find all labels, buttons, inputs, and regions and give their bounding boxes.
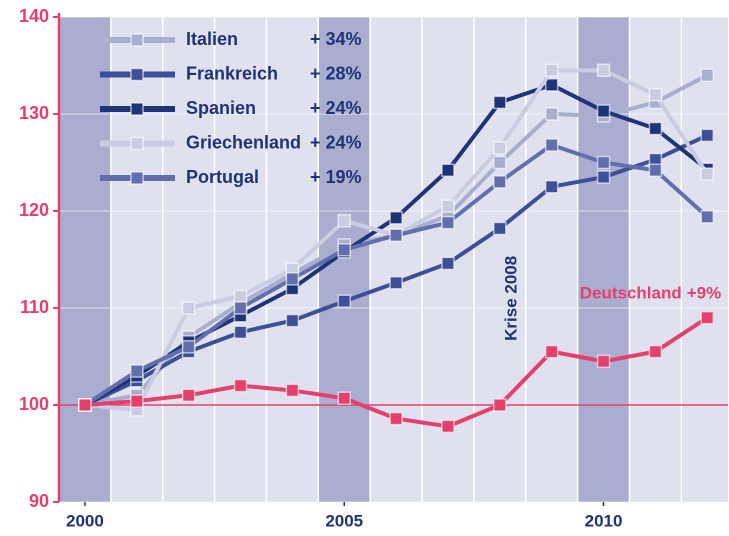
marker bbox=[493, 141, 507, 155]
marker bbox=[337, 243, 351, 257]
marker bbox=[441, 419, 455, 434]
marker bbox=[596, 63, 611, 78]
marker bbox=[596, 155, 611, 170]
marker bbox=[544, 107, 559, 121]
marker bbox=[648, 87, 663, 102]
y-tick-label: 140 bbox=[19, 6, 49, 26]
annotation: Krise 2008 bbox=[501, 256, 520, 341]
marker bbox=[389, 411, 403, 426]
legend-value: + 24% bbox=[310, 98, 362, 118]
marker bbox=[493, 221, 507, 236]
marker bbox=[544, 138, 559, 152]
marker bbox=[544, 63, 559, 78]
marker bbox=[441, 199, 455, 213]
y-tick-label: 110 bbox=[20, 297, 49, 317]
marker bbox=[648, 344, 663, 359]
marker bbox=[648, 121, 663, 136]
marker bbox=[337, 391, 351, 405]
marker bbox=[233, 289, 248, 304]
marker bbox=[389, 211, 403, 225]
marker bbox=[285, 383, 300, 398]
legend-value: + 28% bbox=[310, 63, 362, 83]
legend-label: Portugal bbox=[186, 167, 259, 187]
series-name: Deutschland bbox=[580, 284, 682, 303]
marker bbox=[596, 354, 611, 369]
marker bbox=[596, 170, 611, 184]
marker bbox=[544, 180, 559, 194]
marker bbox=[233, 325, 248, 339]
x-tick-label: 2010 bbox=[585, 511, 623, 530]
marker bbox=[130, 171, 144, 185]
marker bbox=[181, 388, 196, 403]
y-tick-label: 130 bbox=[19, 103, 49, 123]
x-tick-label: 2000 bbox=[66, 511, 104, 530]
marker bbox=[493, 155, 507, 170]
marker bbox=[337, 213, 351, 228]
x-tick-label: 2005 bbox=[325, 511, 363, 530]
marker bbox=[700, 68, 715, 82]
legend-label: Frankreich bbox=[186, 63, 278, 83]
marker bbox=[441, 256, 455, 271]
series-label: Deutschland +9% bbox=[580, 284, 722, 303]
marker bbox=[441, 163, 455, 178]
marker bbox=[389, 276, 403, 290]
y-tick-label: 100 bbox=[19, 394, 49, 414]
marker bbox=[700, 310, 715, 325]
marker bbox=[130, 364, 144, 378]
marker bbox=[700, 210, 715, 224]
marker bbox=[130, 33, 144, 47]
legend-label: Griechenland bbox=[186, 132, 301, 152]
marker bbox=[700, 128, 715, 143]
marker bbox=[285, 313, 300, 328]
marker bbox=[285, 272, 300, 286]
marker bbox=[337, 294, 351, 308]
legend-label: Italien bbox=[186, 29, 238, 49]
legend-value: + 24% bbox=[310, 132, 362, 152]
marker bbox=[233, 378, 248, 393]
marker bbox=[181, 340, 196, 354]
marker bbox=[493, 175, 507, 189]
marker bbox=[544, 344, 559, 359]
marker bbox=[233, 301, 248, 315]
marker bbox=[596, 104, 611, 118]
marker bbox=[130, 102, 144, 116]
marker bbox=[389, 228, 403, 242]
marker bbox=[130, 136, 144, 151]
marker bbox=[130, 67, 144, 82]
series-value: +9% bbox=[687, 284, 722, 303]
marker bbox=[648, 163, 663, 178]
marker bbox=[544, 78, 559, 92]
shaded-band bbox=[577, 17, 630, 502]
legend-label: Spanien bbox=[186, 98, 256, 118]
marker bbox=[441, 215, 455, 230]
marker bbox=[181, 301, 196, 315]
marker bbox=[700, 167, 715, 181]
y-tick-label: 90 bbox=[29, 491, 49, 511]
marker bbox=[493, 95, 507, 110]
marker bbox=[130, 394, 144, 408]
legend-value: + 19% bbox=[310, 167, 362, 187]
marker bbox=[493, 398, 507, 412]
y-tick-label: 120 bbox=[19, 200, 49, 220]
shaded-band bbox=[59, 17, 111, 502]
legend-value: + 34% bbox=[310, 29, 362, 49]
marker bbox=[78, 398, 92, 412]
